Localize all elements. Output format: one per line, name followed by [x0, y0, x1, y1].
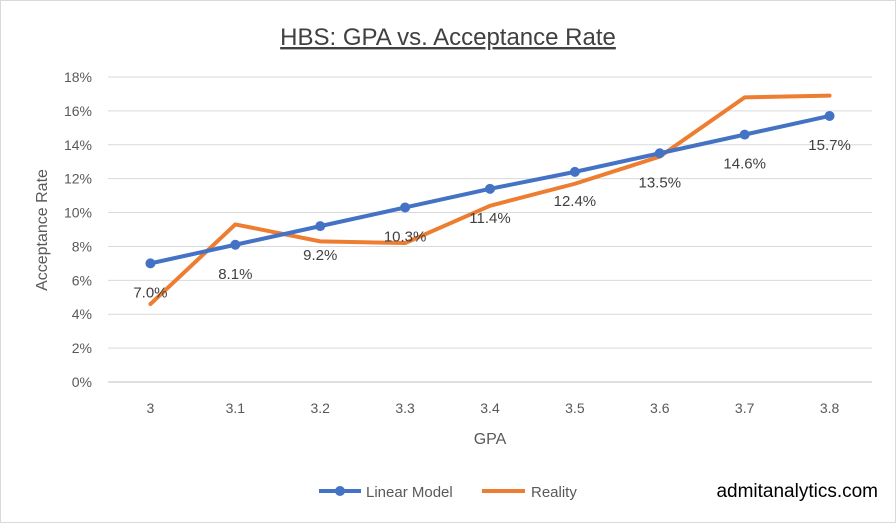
y-tick-label: 0%	[72, 374, 92, 390]
y-tick-label: 8%	[72, 238, 92, 254]
data-point-linear-model	[230, 239, 241, 250]
data-label-linear-model: 7.0%	[133, 284, 167, 301]
y-tick-label: 2%	[72, 340, 92, 356]
legend: Linear Model Reality	[319, 484, 577, 501]
series-line-reality	[148, 93, 832, 307]
series-lines	[145, 93, 835, 307]
x-axis-label: GPA	[474, 431, 507, 448]
x-axis-ticks: 3 3.1 3.2 3.3 3.4 3.5 3.6 3.7 3.8	[147, 400, 840, 416]
data-point-linear-model	[315, 221, 326, 232]
data-label-linear-model: 14.6%	[723, 156, 766, 173]
data-label-linear-model: 9.2%	[303, 247, 337, 264]
x-tick-label: 3	[147, 400, 155, 416]
data-point-linear-model	[739, 129, 750, 140]
y-tick-label: 6%	[72, 272, 92, 288]
chart-title: HBS: GPA vs. Acceptance Rate	[280, 24, 616, 51]
data-point-linear-model	[400, 202, 411, 213]
x-tick-label: 3.3	[395, 400, 415, 416]
y-tick-label: 12%	[64, 171, 92, 187]
y-tick-label: 14%	[64, 137, 92, 153]
legend-label-linear-model: Linear Model	[366, 484, 453, 501]
legend-item-linear-model[interactable]: Linear Model	[319, 484, 453, 501]
data-point-linear-model	[145, 258, 156, 269]
data-label-linear-model: 10.3%	[384, 228, 427, 245]
gridlines	[108, 76, 872, 383]
x-tick-label: 3.1	[226, 400, 246, 416]
data-label-linear-model: 11.4%	[469, 210, 510, 227]
x-tick-label: 3.4	[480, 400, 500, 416]
data-label-linear-model: 12.4%	[554, 193, 597, 210]
y-axis-ticks: 0% 2% 4% 6% 8% 10% 12% 14% 16% 18%	[64, 69, 92, 390]
data-point-linear-model	[654, 148, 665, 159]
watermark: admitanalytics.com	[716, 481, 878, 502]
x-tick-label: 3.2	[310, 400, 330, 416]
x-tick-label: 3.7	[735, 400, 755, 416]
y-tick-label: 18%	[64, 69, 92, 85]
data-label-linear-model: 13.5%	[639, 174, 682, 191]
data-point-linear-model	[485, 183, 495, 194]
data-point-linear-model	[824, 110, 835, 121]
x-tick-label: 3.8	[820, 400, 840, 416]
data-label-linear-model: 8.1%	[218, 266, 252, 283]
data-label-linear-model: 15.7%	[808, 137, 851, 154]
x-tick-label: 3.6	[650, 400, 670, 416]
x-tick-label: 3.5	[565, 400, 585, 416]
y-tick-label: 4%	[72, 306, 92, 322]
legend-marker-linear-model	[335, 486, 345, 496]
data-labels: 7.0% 8.1% 9.2% 10.3% 11.4% 12.4% 13.5% 14.6% 15.…	[133, 137, 850, 301]
legend-item-reality[interactable]: Reality	[482, 484, 577, 501]
y-tick-label: 16%	[64, 103, 92, 119]
y-tick-label: 10%	[64, 205, 92, 221]
legend-label-reality: Reality	[531, 484, 577, 501]
y-axis-label: Acceptance Rate	[34, 169, 51, 291]
data-point-linear-model	[569, 166, 580, 177]
